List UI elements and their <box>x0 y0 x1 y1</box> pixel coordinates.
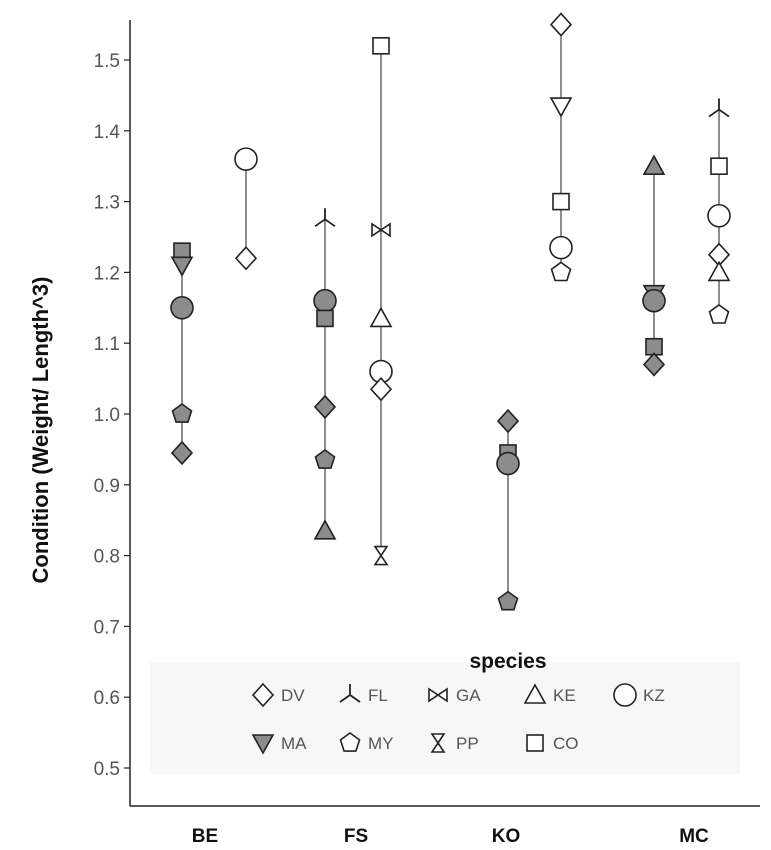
point-co <box>316 309 334 328</box>
point-ma <box>170 256 194 277</box>
y-tick-label: 1.2 <box>94 263 120 284</box>
point-dv <box>369 377 393 402</box>
point-co <box>710 157 728 175</box>
legend-item-kz: KZ <box>613 683 665 707</box>
axes <box>129 20 760 807</box>
point-dv <box>313 394 337 420</box>
point-ke <box>313 519 337 540</box>
legend-item-dv: DV <box>251 682 305 708</box>
point-kz <box>549 235 573 260</box>
point-dv <box>496 408 520 434</box>
series-BE-left <box>170 242 194 466</box>
x-category-label: BE <box>192 826 218 847</box>
legend-label: DV <box>281 686 305 705</box>
legend-item-ma: MA <box>251 734 307 755</box>
point-kz <box>313 288 337 313</box>
point-fl <box>708 98 730 118</box>
pp-marker-icon <box>430 733 446 753</box>
point-my <box>171 403 193 423</box>
point-my <box>708 303 730 324</box>
kz-marker-icon <box>613 683 637 707</box>
legend-label: MY <box>368 734 394 753</box>
legend-background <box>150 662 740 774</box>
legend-label: MA <box>281 734 307 753</box>
point-kz <box>707 203 731 228</box>
point-dv <box>642 352 666 377</box>
series-BE-right <box>234 147 258 271</box>
ma-marker-icon <box>251 734 275 755</box>
legend-item-fl: FL <box>339 684 388 705</box>
legend-label: FL <box>368 686 388 705</box>
series-KO-left <box>496 408 520 611</box>
y-tick-label: 1.4 <box>94 122 121 143</box>
x-category-label: KO <box>492 826 521 847</box>
y-tick-label: 1.5 <box>94 51 120 72</box>
ke-marker-icon <box>523 683 547 704</box>
series-FS-right <box>369 37 393 566</box>
ga-marker-icon <box>428 687 448 703</box>
point-my <box>497 590 519 611</box>
x-categories: BE FS KO MC <box>192 826 709 847</box>
point-ke <box>642 154 666 175</box>
y-tick-label: 0.7 <box>94 617 120 638</box>
point-kz <box>170 295 194 320</box>
point-dv <box>549 12 573 37</box>
legend: species DV FL GA KE KZ MA MY PP CO <box>150 650 740 774</box>
point-dv <box>170 440 194 466</box>
x-category-label: FS <box>344 826 368 847</box>
point-pp <box>373 545 389 566</box>
legend-title: species <box>469 650 546 673</box>
point-ke <box>707 260 731 282</box>
series-KO-right <box>549 12 573 282</box>
point-kz <box>496 451 520 476</box>
point-my <box>314 449 336 469</box>
y-ticks: 0.5 0.6 0.7 0.8 0.9 1.0 1.1 1.2 1.3 1.4 1.5 <box>94 51 130 780</box>
series-FS-left <box>313 208 337 540</box>
dv-marker-icon <box>251 682 275 708</box>
legend-label: GA <box>456 686 481 705</box>
legend-label: CO <box>553 734 579 753</box>
legend-item-ga: GA <box>428 686 481 705</box>
data-series <box>170 12 731 611</box>
legend-label: KZ <box>643 686 665 705</box>
point-kz <box>234 147 258 171</box>
legend-label: KE <box>553 686 576 705</box>
legend-item-co: CO <box>526 734 579 753</box>
my-marker-icon <box>339 732 361 752</box>
point-ga <box>371 222 391 238</box>
legend-item-ke: KE <box>523 683 576 705</box>
series-MC-right <box>707 98 731 324</box>
point-co <box>552 192 570 211</box>
point-kz <box>642 288 666 313</box>
y-tick-label: 0.9 <box>94 476 120 497</box>
point-ke <box>369 306 393 328</box>
x-category-label: MC <box>679 826 709 847</box>
point-co <box>372 37 390 55</box>
y-tick-label: 1.1 <box>94 334 120 355</box>
point-my <box>550 261 572 282</box>
legend-item-my: MY <box>339 732 394 753</box>
point-fl <box>314 208 336 228</box>
co-marker-icon <box>526 734 544 752</box>
point-ma <box>549 97 573 118</box>
legend-label: PP <box>456 734 479 753</box>
y-tick-label: 1.0 <box>94 405 120 426</box>
y-tick-label: 0.6 <box>94 688 120 709</box>
y-tick-label: 0.5 <box>94 759 120 780</box>
legend-item-pp: PP <box>430 733 479 753</box>
series-MC-left <box>642 154 666 377</box>
y-axis-title: Condition (Weight/ Length^3) <box>28 277 53 584</box>
point-dv <box>234 246 258 271</box>
fl-marker-icon <box>339 684 361 703</box>
y-tick-label: 1.3 <box>94 193 120 214</box>
y-tick-label: 0.8 <box>94 547 120 568</box>
